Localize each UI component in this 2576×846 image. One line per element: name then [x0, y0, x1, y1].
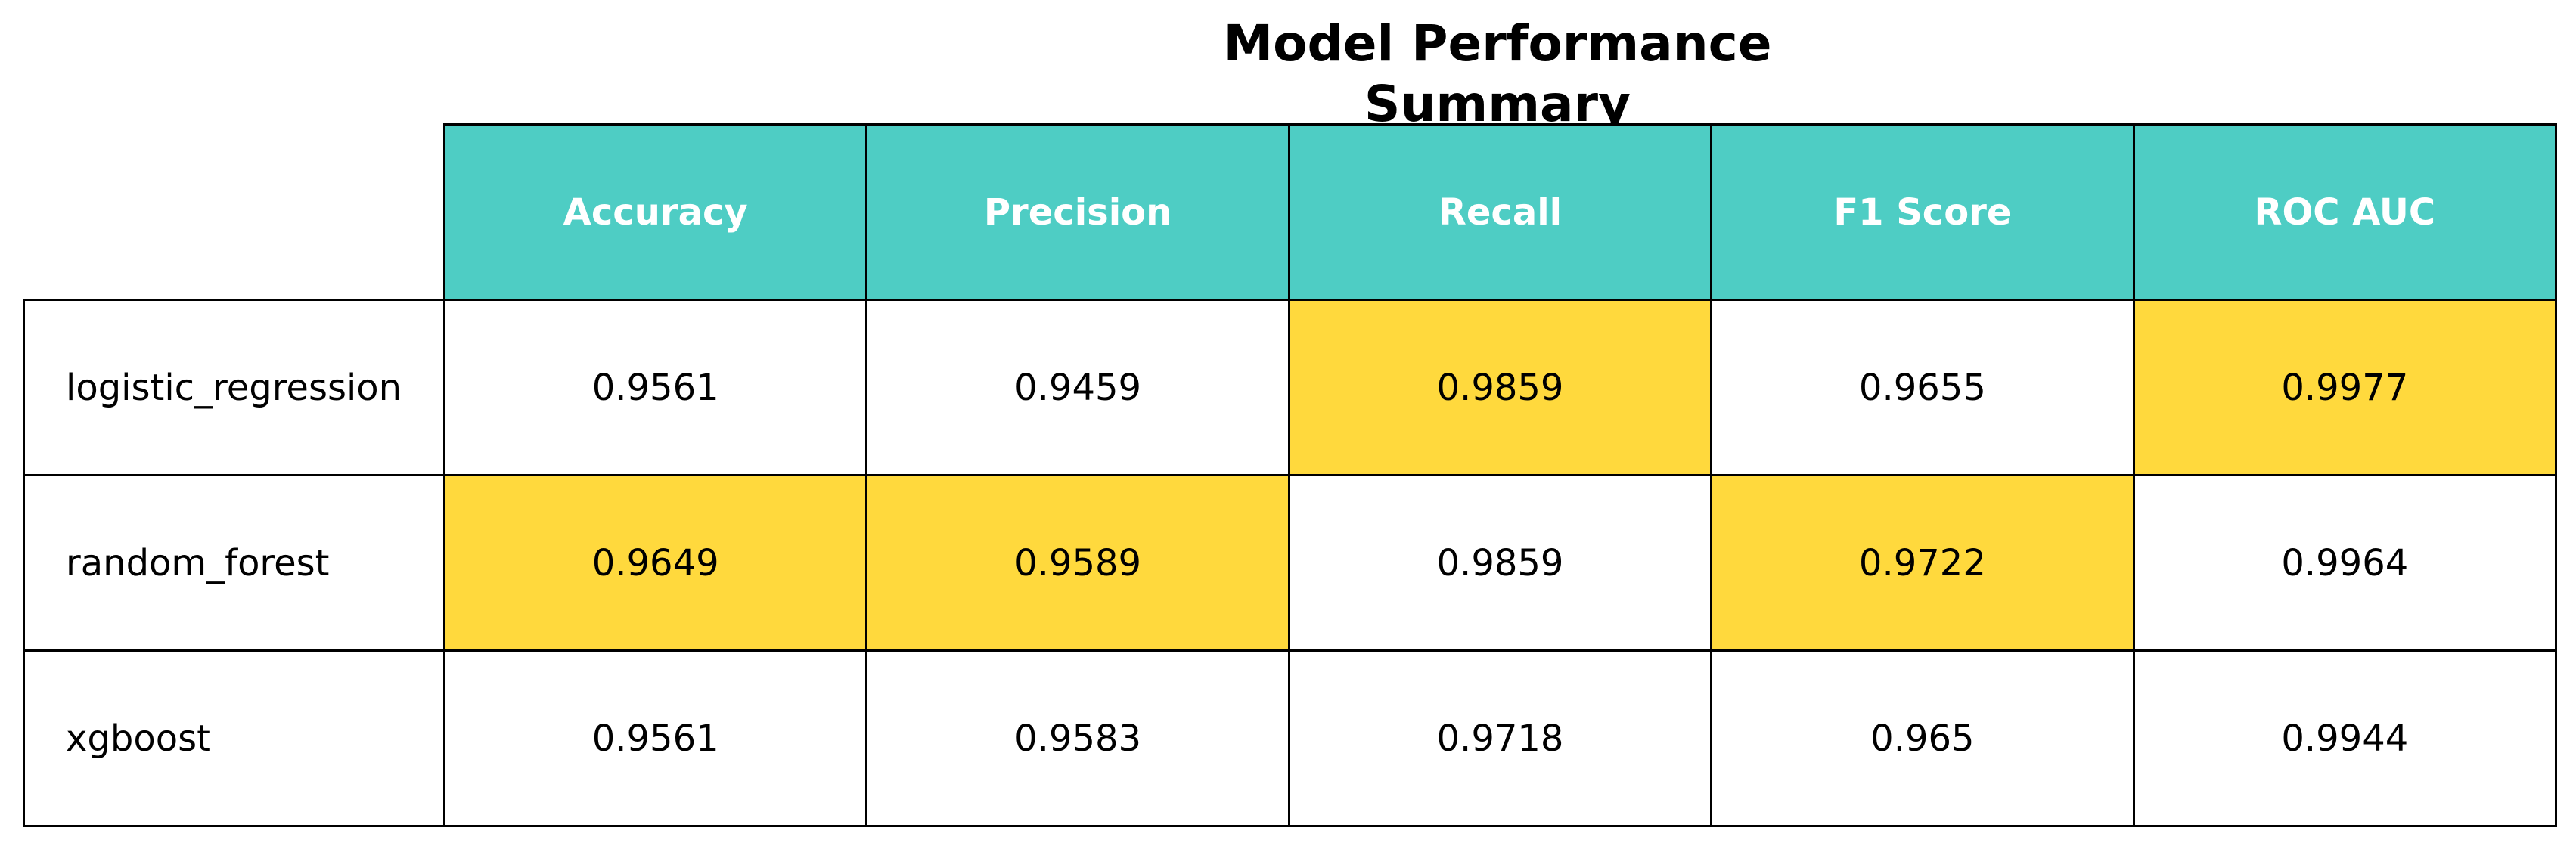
value-cell: 0.9655 — [1710, 299, 2135, 476]
best-value-cell: 0.9649 — [443, 474, 868, 652]
value-cell: 0.9718 — [1287, 649, 1713, 827]
column-header: Recall — [1287, 123, 1713, 301]
column-header: ROC AUC — [2132, 123, 2557, 301]
value-cell: 0.9859 — [1287, 474, 1713, 652]
row-label: logistic_regression — [23, 299, 446, 476]
value-cell: 0.9944 — [2132, 649, 2557, 827]
best-value-cell: 0.9722 — [1710, 474, 2135, 652]
row-label: random_forest — [23, 474, 446, 652]
value-cell: 0.9583 — [865, 649, 1290, 827]
value-cell: 0.9561 — [443, 649, 868, 827]
column-header: F1 Score — [1710, 123, 2135, 301]
best-value-cell: 0.9589 — [865, 474, 1290, 652]
row-label: xgboost — [23, 649, 446, 827]
best-value-cell: 0.9859 — [1287, 299, 1713, 476]
value-cell: 0.965 — [1710, 649, 2135, 827]
table-title: Model Performance Summary — [1223, 14, 1772, 133]
column-header: Accuracy — [443, 123, 868, 301]
best-value-cell: 0.9977 — [2132, 299, 2557, 476]
value-cell: 0.9964 — [2132, 474, 2557, 652]
value-cell: 0.9459 — [865, 299, 1290, 476]
column-header: Precision — [865, 123, 1290, 301]
value-cell: 0.9561 — [443, 299, 868, 476]
